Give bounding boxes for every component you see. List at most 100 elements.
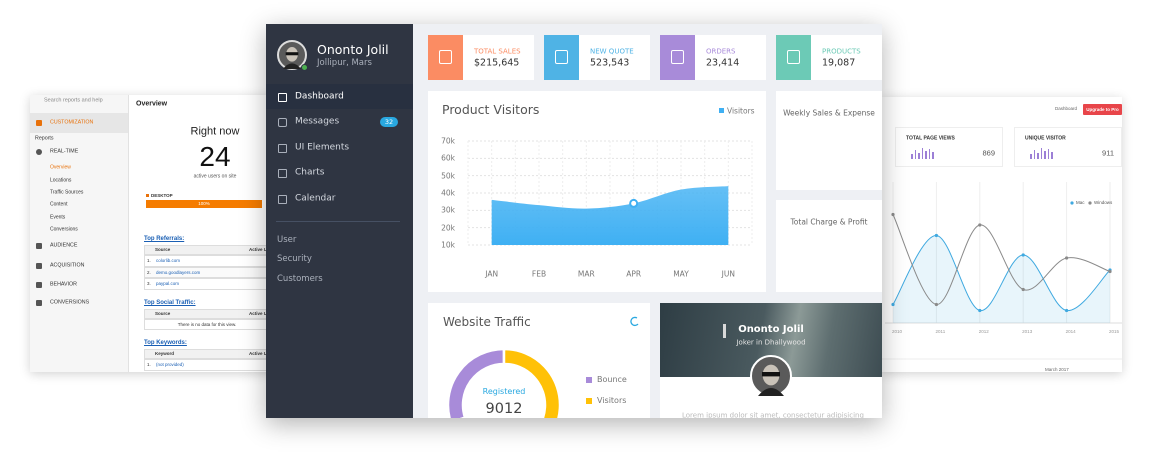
badge-count: 32 <box>384 117 394 126</box>
row-index: 3. <box>147 280 151 286</box>
top-nav-link[interactable]: Dashboard <box>1055 105 1078 111</box>
legend-swatch <box>719 108 724 113</box>
nav-item[interactable]: CONVERSIONS <box>50 299 90 306</box>
right-now: Right now <box>190 125 240 138</box>
x-tick-label: FEB <box>531 269 547 279</box>
row-index: 1. <box>147 257 151 263</box>
nav-item[interactable]: BEHAVIOR <box>50 281 77 288</box>
lighthouse <box>723 324 726 338</box>
x-tick-label: 2012 <box>978 328 989 334</box>
legend-label: Visitors <box>727 106 755 116</box>
sparkline-bar <box>918 153 920 159</box>
card-text: Lorem ipsum dolor sit amet, consectetur … <box>682 411 864 418</box>
table-column: Active Users <box>249 350 277 356</box>
nav-item[interactable]: REAL-TIME <box>50 148 79 155</box>
stat-icon-glyph <box>555 50 568 64</box>
menu-item[interactable]: Dashboard <box>295 91 344 102</box>
avatar-glasses <box>285 52 299 56</box>
row-link[interactable]: paypal.com <box>156 280 180 286</box>
menu-item[interactable]: Messages <box>295 116 340 127</box>
table-column: Keyword <box>155 350 175 356</box>
data-point <box>891 302 895 307</box>
data-point <box>1021 253 1025 257</box>
nav-item[interactable]: Reports <box>35 135 54 142</box>
stat-icon <box>776 35 811 80</box>
stat-icon <box>544 35 579 80</box>
stat-label: UNIQUE VISITOR <box>1025 135 1066 142</box>
row-index: 1. <box>147 361 151 367</box>
active-caption: active users on site <box>193 173 237 180</box>
menu-item[interactable]: UI Elements <box>295 142 350 153</box>
data-point <box>891 212 895 217</box>
menu-item[interactable]: User <box>277 234 297 245</box>
y-tick-label: 60k <box>441 153 455 163</box>
menu-icon <box>278 92 287 102</box>
graphic <box>750 355 792 397</box>
y-tick-label: 50k <box>441 170 455 180</box>
donut-segment <box>502 347 562 418</box>
avatar-glasses <box>762 372 780 377</box>
donut-label: Registered <box>482 387 526 396</box>
series-area <box>893 235 1110 323</box>
legend-label: Visitors <box>597 396 627 405</box>
device-share: 100% <box>198 200 210 206</box>
table-column: Active Users <box>249 246 277 252</box>
nav-icon <box>36 300 42 306</box>
nav-item[interactable]: CUSTOMIZATION <box>50 119 94 126</box>
stat-icon-glyph <box>787 50 800 64</box>
menu-item[interactable]: Customers <box>277 273 323 284</box>
row-link[interactable]: colorlib.com <box>156 257 181 263</box>
nav-item[interactable]: Overview <box>50 164 71 171</box>
menu-item[interactable]: Calendar <box>295 193 336 204</box>
donut-value: 9012 <box>485 400 523 417</box>
card-role: Joker in Dhallywood <box>736 338 806 347</box>
table-column: Source <box>155 246 171 252</box>
menu-item[interactable]: Security <box>277 253 312 264</box>
nav-item[interactable]: Events <box>50 214 66 221</box>
stat-label: ORDERS <box>706 47 736 56</box>
card <box>776 91 882 190</box>
data-point <box>934 233 938 238</box>
card-title: Product Visitors <box>442 101 540 117</box>
device: DESKTOP <box>151 192 173 198</box>
nav-icon <box>36 243 42 249</box>
refresh-icon <box>630 316 639 327</box>
nav-item[interactable]: Traffic Sources <box>50 189 84 196</box>
stat-icon <box>428 35 463 80</box>
stat-label: TOTAL PAGE VIEWS <box>906 135 955 142</box>
table-title: Top Referrals: <box>144 236 185 242</box>
nav-item[interactable]: Locations <box>50 177 72 184</box>
nav-item[interactable]: Conversions <box>50 226 78 233</box>
sparkline-bar <box>1040 148 1043 159</box>
device-swatch <box>146 194 149 197</box>
upgrade-label[interactable]: Upgrade to Pro <box>1086 106 1119 112</box>
nav-item[interactable]: Content <box>50 201 68 208</box>
x-tick-label: MAY <box>673 269 689 279</box>
stat-card <box>895 127 1003 167</box>
profile-name: Ononto Jolil <box>317 41 389 57</box>
card-title: Website Traffic <box>443 315 531 329</box>
stat-icon-glyph <box>439 50 452 64</box>
menu-item[interactable]: Charts <box>295 167 325 178</box>
x-tick-label: MAR <box>577 269 595 279</box>
nav-icon <box>36 149 42 155</box>
stat-icon-glyph <box>671 50 684 64</box>
graphic <box>446 316 639 418</box>
nav-item[interactable]: AUDIENCE <box>50 242 78 249</box>
y-tick-label: 70k <box>441 136 455 146</box>
stat-card <box>1014 127 1122 167</box>
data-point <box>1108 269 1112 274</box>
stat-icon <box>660 35 695 80</box>
menu-active <box>266 84 413 109</box>
upgrade-button <box>1083 104 1122 115</box>
row-link[interactable]: (not provided) <box>156 361 184 367</box>
x-tick-label: JUN <box>721 269 735 279</box>
data-point <box>1065 308 1069 313</box>
device-bar <box>146 200 262 208</box>
x-tick-label: 2011 <box>935 328 946 334</box>
row-link[interactable]: demo.goodlayers.com <box>156 269 201 275</box>
row-index: 2. <box>147 269 151 275</box>
card-name: Ononto Jolil <box>738 324 804 335</box>
x-tick-label: APR <box>626 269 642 279</box>
nav-item[interactable]: ACQUISITION <box>50 262 85 269</box>
